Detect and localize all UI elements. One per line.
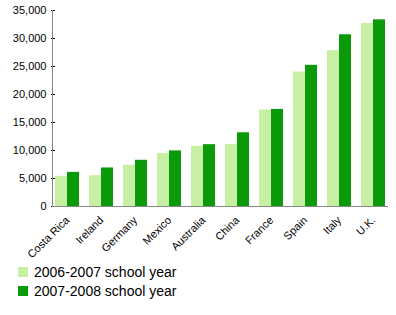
svg-text:Ireland: Ireland <box>73 214 105 246</box>
svg-text:10,000: 10,000 <box>13 144 47 156</box>
svg-text:China: China <box>213 213 242 242</box>
svg-text:25,000: 25,000 <box>13 60 47 72</box>
html-text:2007-2008 school year: 2007-2008 school year <box>34 282 177 299</box>
svg-text:Mexico: Mexico <box>140 214 173 247</box>
svg-text:Spain: Spain <box>281 214 309 242</box>
svg-text:Costa Rica: Costa Rica <box>25 213 72 258</box>
svg-text:France: France <box>243 214 276 247</box>
svg-text:15,000: 15,000 <box>13 116 47 128</box>
svg-text:U.K.: U.K. <box>354 214 378 238</box>
svg-text:35,000: 35,000 <box>13 4 47 16</box>
html-text:2006-2007 school year: 2006-2007 school year <box>34 263 177 280</box>
svg-text:30,000: 30,000 <box>13 32 47 44</box>
svg-text:Germany: Germany <box>99 213 140 254</box>
svg-text:5,000: 5,000 <box>19 172 47 184</box>
svg-text:20,000: 20,000 <box>13 88 47 100</box>
svg-text:Italy: Italy <box>321 213 344 236</box>
svg-text:Australia: Australia <box>169 213 208 252</box>
svg-text:0: 0 <box>40 200 46 212</box>
